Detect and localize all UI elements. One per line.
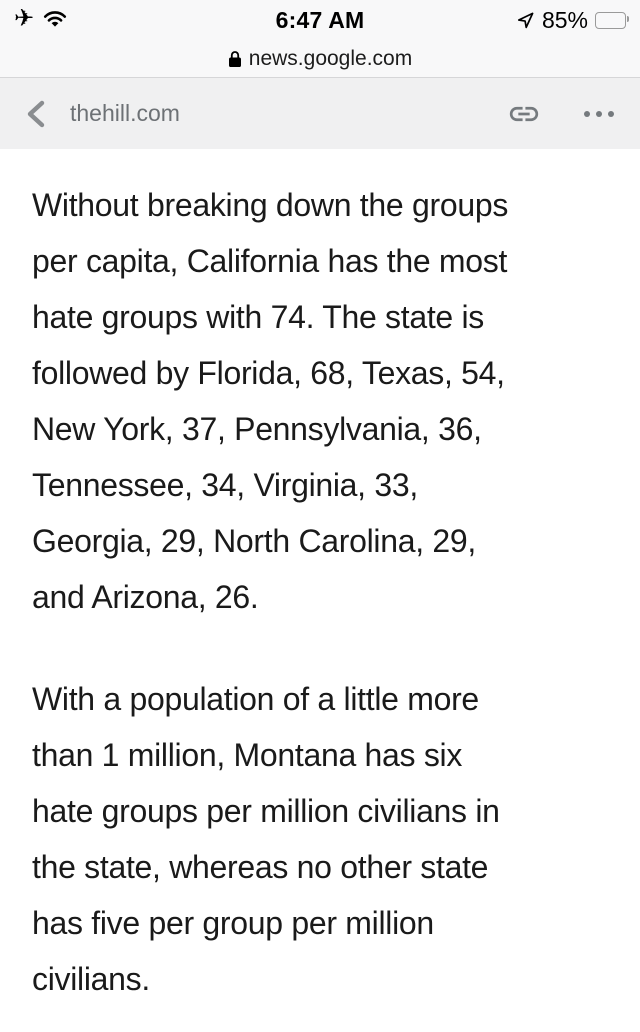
- text-line: and Arizona, 26.: [32, 579, 259, 615]
- status-bar: ✈ 6:47 AM 85%: [0, 0, 640, 77]
- article-paragraph: Without breaking down the groups per capi…: [32, 177, 608, 625]
- status-left-icons: ✈: [14, 5, 67, 32]
- site-domain-label: thehill.com: [70, 100, 180, 126]
- back-button[interactable]: [24, 99, 48, 129]
- text-line: civilians.: [32, 961, 150, 997]
- lock-icon: [228, 50, 241, 67]
- back-chevron-icon: [27, 100, 45, 127]
- more-options-button[interactable]: [582, 109, 616, 119]
- url-domain: news.google.com: [248, 46, 413, 70]
- text-line: New York, 37, Pennsylvania, 36,: [32, 411, 482, 447]
- status-right-icons: 85%: [516, 6, 629, 34]
- text-line: With a population of a little more: [32, 681, 479, 717]
- article-paragraph: With a population of a little more than 1…: [32, 671, 608, 1007]
- text-line: per capita, California has the most: [32, 243, 508, 279]
- status-row-top: ✈ 6:47 AM 85%: [0, 0, 640, 40]
- wifi-icon: [44, 11, 67, 27]
- location-arrow-icon: [517, 12, 534, 28]
- text-line: the state, whereas no other state: [32, 849, 489, 885]
- text-line: followed by Florida, 68, Texas, 54,: [32, 355, 505, 391]
- battery-percent-label: 85%: [541, 6, 588, 33]
- article-body: Without breaking down the groups per capi…: [0, 149, 640, 1007]
- status-time: 6:47 AM: [275, 6, 365, 33]
- text-line: Without breaking down the groups: [32, 187, 509, 223]
- text-line: than 1 million, Montana has six: [32, 737, 463, 773]
- airplane-icon: ✈: [14, 5, 35, 32]
- link-icon: [509, 106, 539, 121]
- url-bar: news.google.com: [0, 40, 640, 77]
- text-line: hate groups with 74. The state is: [32, 299, 485, 335]
- text-line: Georgia, 29, North Carolina, 29,: [32, 523, 476, 559]
- browser-toolbar: thehill.com: [0, 77, 640, 149]
- battery-nub: [626, 16, 629, 22]
- text-line: hate groups per million civilians in: [32, 793, 500, 829]
- text-line: Tennessee, 34, Virginia, 33,: [32, 467, 418, 503]
- text-line: has five per group per million: [32, 905, 434, 941]
- more-ellipsis-icon: [584, 110, 614, 117]
- copy-link-button[interactable]: [502, 97, 546, 131]
- battery-icon: [595, 11, 629, 29]
